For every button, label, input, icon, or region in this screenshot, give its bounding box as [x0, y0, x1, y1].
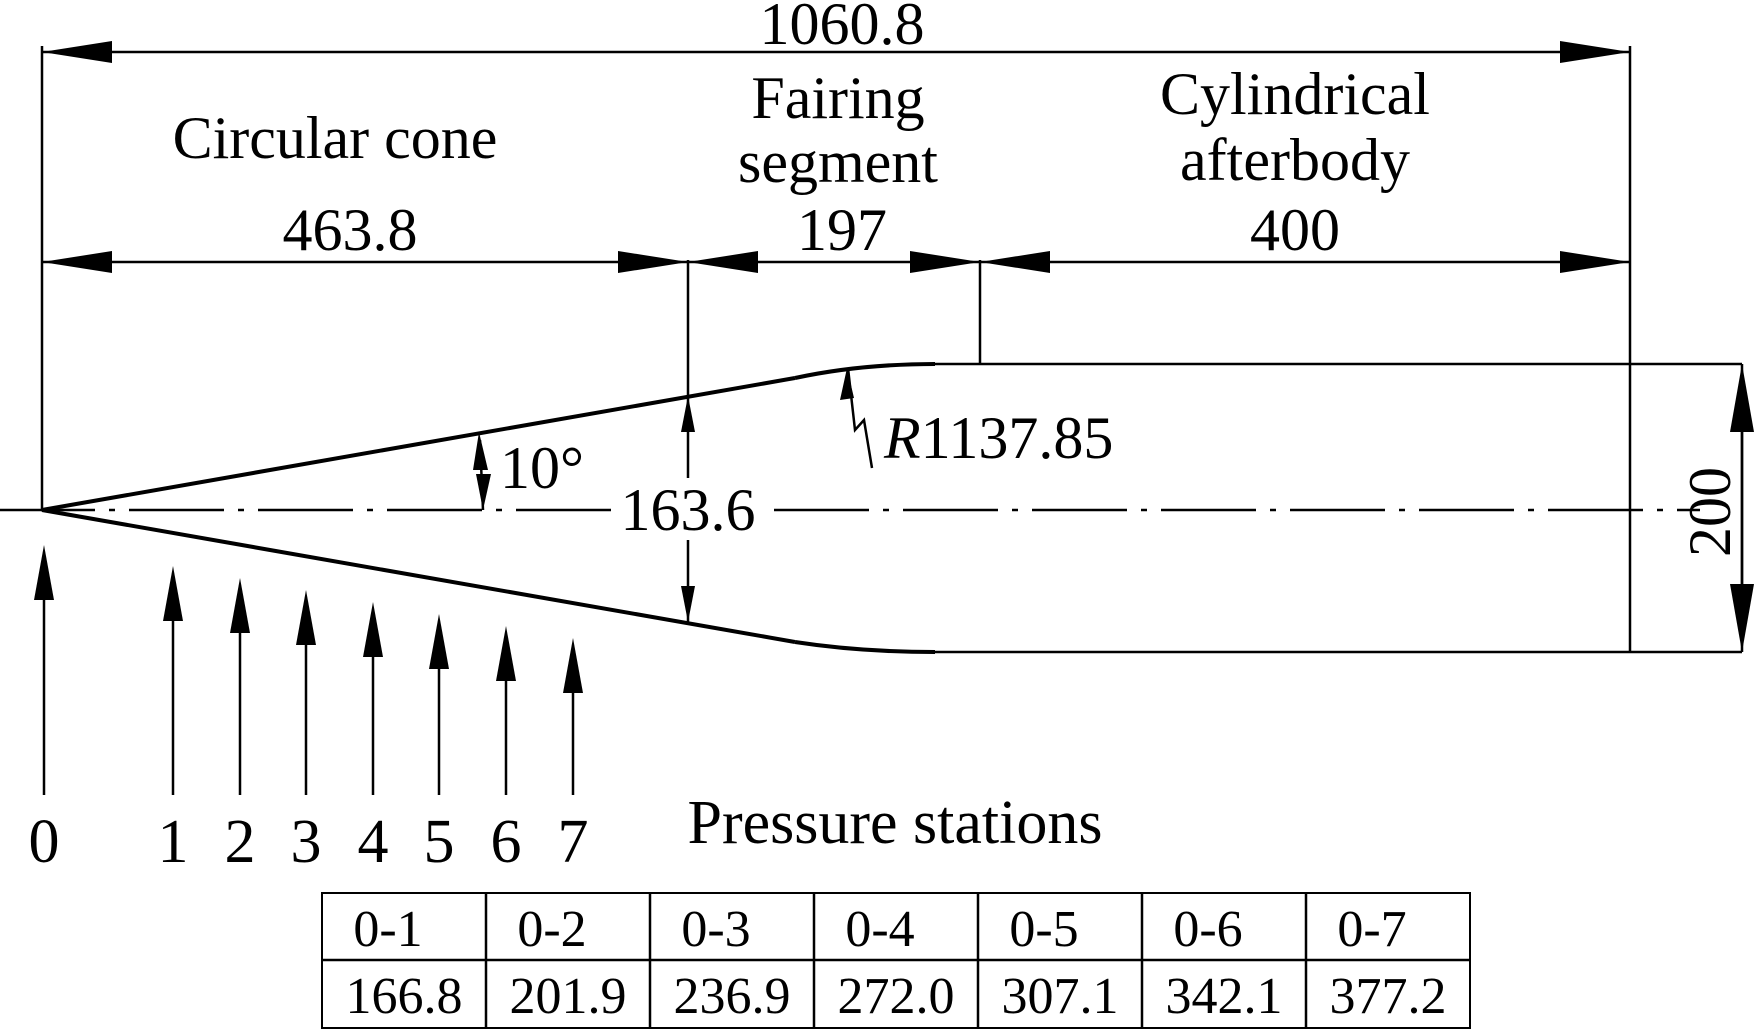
- station-0: 0: [29, 545, 60, 876]
- table-value-cell: 166.8: [346, 968, 463, 1025]
- station-label: 3: [291, 808, 322, 876]
- fairing-radius-prefix: R: [883, 405, 921, 471]
- station-table: 0-1 0-2 0-3 0-4 0-5 0-6 0-7 166.8 201.9 …: [321, 892, 1471, 1029]
- fairing-radius-value: 1137.85: [921, 405, 1114, 471]
- table-value-cell: 272.0: [838, 968, 955, 1025]
- table-value-cell: 307.1: [1002, 968, 1119, 1025]
- fairing-lower-arc: [794, 640, 936, 654]
- cone-diameter-label: 163.6: [621, 477, 756, 543]
- table-header-cell: 0-3: [681, 901, 750, 958]
- station-label: 7: [558, 808, 589, 876]
- table-header-cell: 0-2: [517, 901, 586, 958]
- afterbody-diameter-label: 200: [1677, 467, 1743, 557]
- table-header-cell: 0-1: [353, 901, 422, 958]
- table-value-cell: 236.9: [674, 968, 791, 1025]
- station-2: 2: [225, 578, 256, 876]
- fairing-name-line2: segment: [738, 129, 938, 195]
- station-label: 0: [29, 808, 60, 876]
- dim-cone-diameter: 163.6: [612, 396, 762, 622]
- dim-segments: 463.8 197 400: [42, 197, 1630, 273]
- afterbody-name-line1: Cylindrical: [1160, 61, 1430, 127]
- station-label: 5: [424, 808, 455, 876]
- segment-names: Circular cone Fairing segment Cylindrica…: [173, 61, 1430, 195]
- dim-overall-length: 1060.8: [42, 0, 1630, 63]
- station-6: 6: [491, 626, 522, 876]
- cone-name: Circular cone: [173, 105, 498, 171]
- station-4: 4: [358, 602, 389, 876]
- station-7: 7: [558, 638, 589, 876]
- table-header-cell: 0-4: [845, 901, 914, 958]
- cone-length-label: 463.8: [283, 197, 418, 263]
- half-angle-label: 10°: [500, 435, 584, 501]
- pressure-stations: 0 1 2 3 4 5 6: [29, 545, 1103, 876]
- table-header-cell: 0-7: [1337, 901, 1406, 958]
- cone-lower-edge: [41, 508, 796, 644]
- pressure-stations-title: Pressure stations: [687, 789, 1102, 857]
- dim-half-angle: 10°: [473, 432, 584, 511]
- fairing-radius-label: R1137.85: [883, 405, 1113, 471]
- afterbody-length-label: 400: [1250, 197, 1340, 263]
- station-3: 3: [291, 590, 322, 876]
- dim-fairing-radius: R1137.85: [840, 367, 1113, 471]
- station-label: 6: [491, 808, 522, 876]
- station-label: 1: [158, 808, 189, 876]
- table-value-cell: 201.9: [510, 968, 627, 1025]
- cone-upper-edge: [41, 376, 796, 512]
- table-header-cell: 0-5: [1009, 901, 1078, 958]
- dim-afterbody-diameter: 200: [1677, 364, 1754, 652]
- extension-lines: [40, 46, 1632, 652]
- station-5: 5: [424, 614, 455, 876]
- station-label: 4: [358, 808, 389, 876]
- fairing-name-line1: Fairing: [751, 65, 924, 131]
- table-header-cell: 0-6: [1173, 901, 1242, 958]
- station-label: 2: [225, 808, 256, 876]
- fairing-length-label: 197: [797, 197, 887, 263]
- table-value-cell: 342.1: [1166, 968, 1283, 1025]
- table-value-cell: 377.2: [1330, 968, 1447, 1025]
- station-1: 1: [158, 566, 189, 876]
- fairing-upper-arc: [794, 362, 936, 380]
- afterbody-name-line2: afterbody: [1180, 127, 1410, 193]
- overall-length-label: 1060.8: [760, 0, 925, 57]
- body-outline: [0, 362, 1744, 654]
